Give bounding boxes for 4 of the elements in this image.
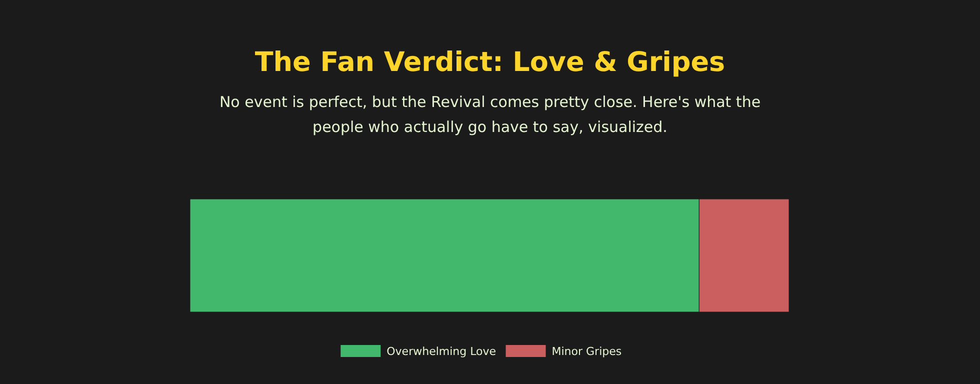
chart-subtitle: No event is perfect, but the Revival comes pretty close. Here's what the people who actually go have to say, visualized.	[219, 93, 761, 136]
legend-label: Minor Gripes	[552, 345, 622, 358]
chart-title: The Fan Verdict: Love & Gripes	[254, 47, 726, 78]
text: Overwhelming Love	[386, 345, 496, 358]
